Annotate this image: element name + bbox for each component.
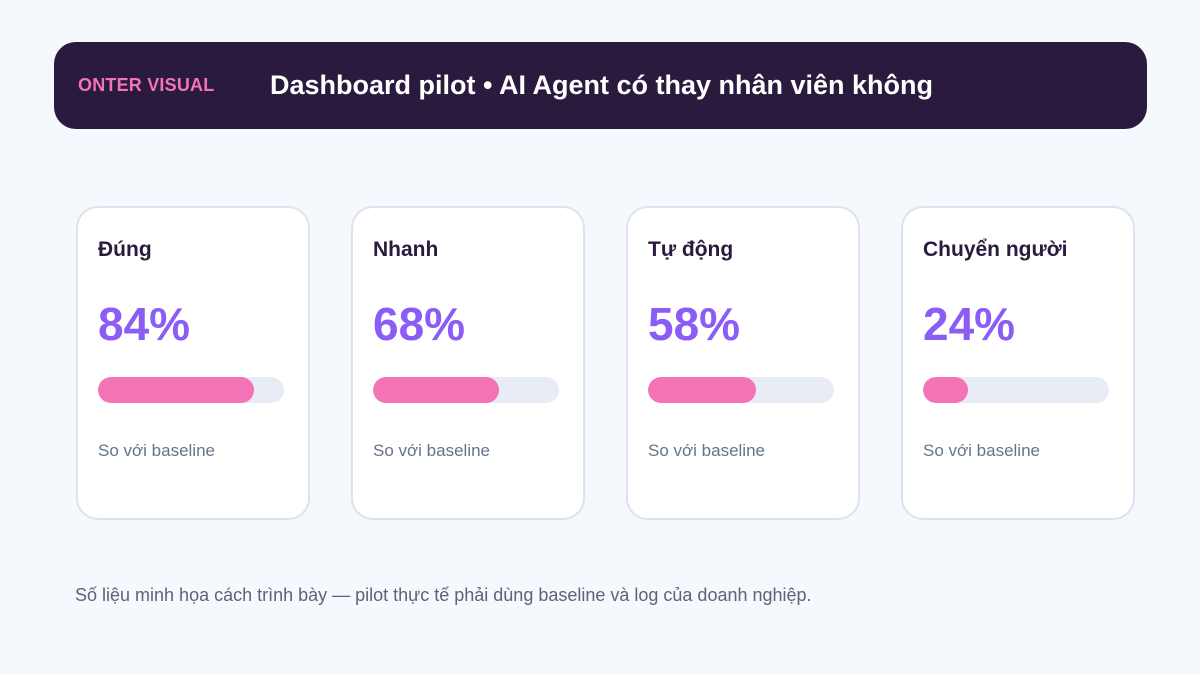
metric-label: Tự động [648,238,734,261]
progress-fill [373,377,500,403]
header-banner: ONTER VISUAL Dashboard pilot • AI Agent … [54,42,1147,129]
metric-value: 58% [648,298,741,350]
metric-note: So với baseline [373,441,490,460]
progress-track [373,377,559,403]
metric-note: So với baseline [923,441,1040,460]
progress-track [923,377,1109,403]
progress-fill [648,377,756,403]
page-title: Dashboard pilot • AI Agent có thay nhân … [270,70,933,100]
metric-note: So với baseline [98,441,215,460]
progress-track [648,377,834,403]
metric-card-chuyen-nguoi: Chuyển người 24% So với baseline [901,206,1135,520]
metric-value: 24% [923,298,1016,350]
progress-track [98,377,284,403]
metric-card-dung: Đúng 84% So với baseline [76,206,310,520]
brand-logo-text: ONTER VISUAL [78,75,215,95]
metric-value: 68% [373,298,466,350]
progress-fill [98,377,255,403]
metric-label: Chuyển người [923,238,1068,261]
metric-card-nhanh: Nhanh 68% So với baseline [351,206,585,520]
metric-note: So với baseline [648,441,765,460]
metric-label: Đúng [98,238,152,261]
metric-card-tu-dong: Tự động 58% So với baseline [626,206,860,520]
progress-fill [923,377,968,403]
metric-label: Nhanh [373,238,439,261]
footnote: Số liệu minh họa cách trình bày — pilot … [75,585,812,605]
metric-value: 84% [98,298,191,350]
